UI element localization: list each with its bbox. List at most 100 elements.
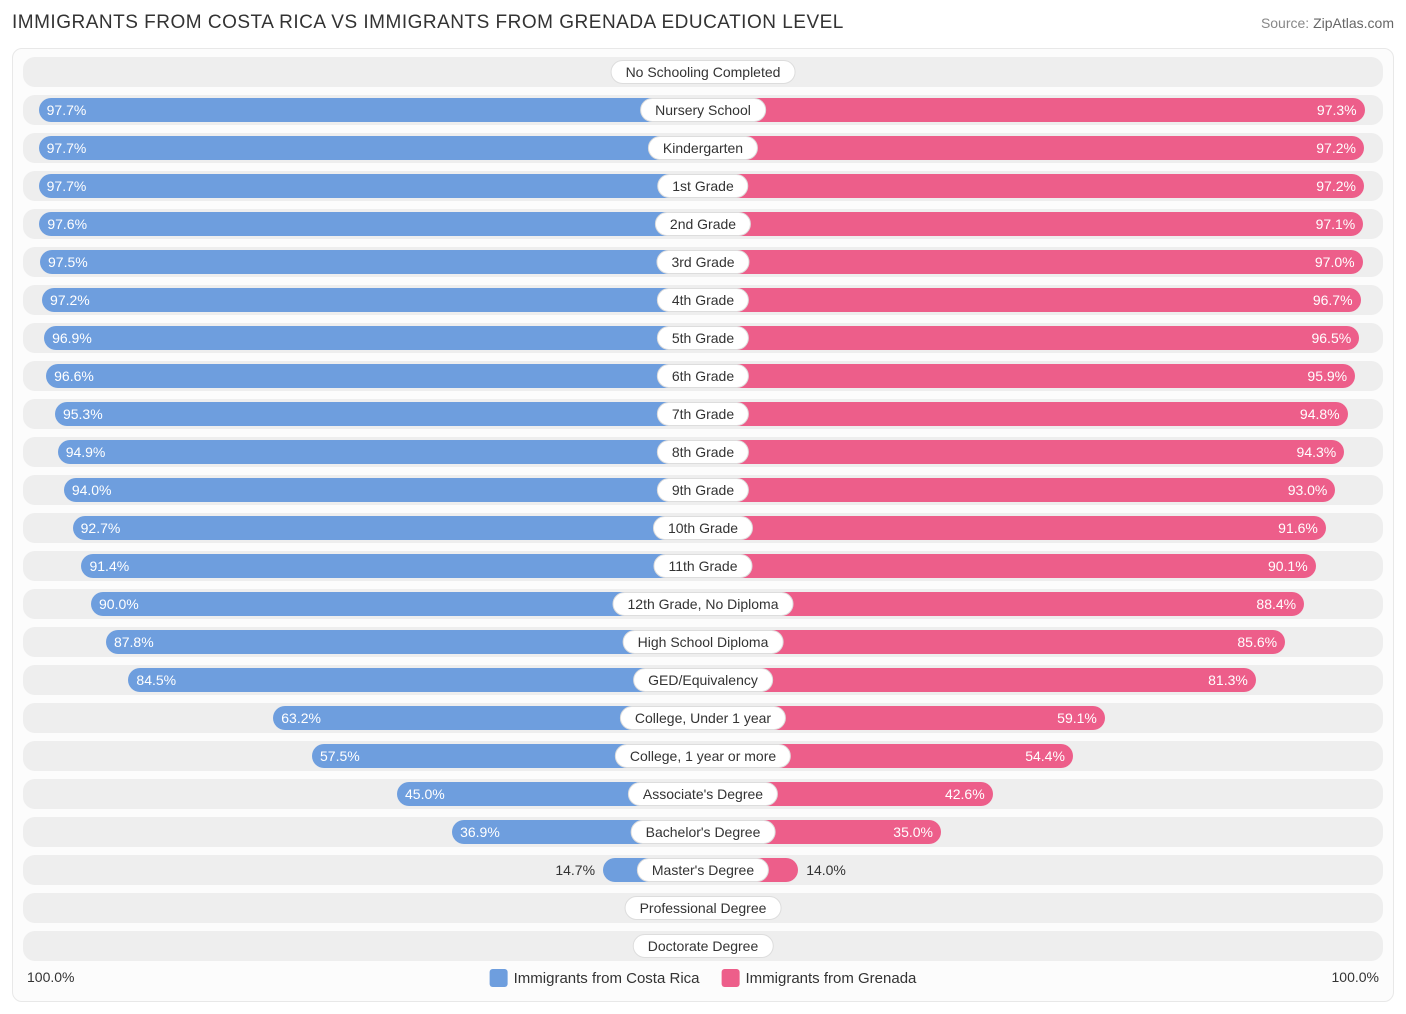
pct-right: 35.0% (893, 817, 933, 847)
bar-left (44, 326, 703, 350)
pct-right: 90.1% (1268, 551, 1308, 581)
bar-left (39, 212, 703, 236)
bar-left (46, 364, 703, 388)
pct-right: 96.7% (1313, 285, 1353, 315)
pct-left: 97.2% (50, 285, 90, 315)
chart-title: IMMIGRANTS FROM COSTA RICA VS IMMIGRANTS… (12, 12, 844, 34)
pct-left: 97.7% (47, 95, 87, 125)
chart-row: 97.2% 96.7% 4th Grade (23, 285, 1383, 315)
pct-left: 96.9% (52, 323, 92, 353)
pct-left: 36.9% (460, 817, 500, 847)
legend-item-left: Immigrants from Costa Rica (490, 969, 700, 987)
bar-right (703, 250, 1363, 274)
bar-right (703, 440, 1344, 464)
bar-left (81, 554, 703, 578)
pct-left: 96.6% (54, 361, 94, 391)
bar-left (58, 440, 703, 464)
pct-right: 97.0% (1315, 247, 1355, 277)
pct-left: 91.4% (89, 551, 129, 581)
chart-row: 4.4%3.7%Professional Degree (23, 893, 1383, 923)
pct-right: 95.9% (1307, 361, 1347, 391)
bar-right (703, 136, 1364, 160)
bar-right (703, 212, 1363, 236)
bar-left (64, 478, 703, 502)
pct-left: 87.8% (114, 627, 154, 657)
pct-right: 14.0% (806, 855, 846, 885)
bar-right (703, 630, 1285, 654)
bar-right (703, 326, 1359, 350)
bar-right (703, 554, 1316, 578)
category-label: Professional Degree (625, 896, 782, 920)
chart-row: 91.4%90.1%11th Grade (23, 551, 1383, 581)
category-label: 2nd Grade (655, 212, 751, 236)
category-label: College, 1 year or more (615, 744, 791, 768)
pct-right: 81.3% (1208, 665, 1248, 695)
chart-row: 1.8%1.4%Doctorate Degree (23, 931, 1383, 961)
category-label: 4th Grade (657, 288, 749, 312)
bar-right (703, 98, 1365, 122)
pct-right: 42.6% (945, 779, 985, 809)
pct-right: 97.2% (1316, 171, 1356, 201)
legend-swatch-left (490, 969, 508, 987)
category-label: No Schooling Completed (611, 60, 796, 84)
source-value: ZipAtlas.com (1313, 15, 1394, 31)
legend-item-right: Immigrants from Grenada (721, 969, 916, 987)
pct-right: 97.1% (1316, 209, 1356, 239)
bar-right (703, 478, 1335, 502)
axis-right-max: 100.0% (1332, 969, 1379, 985)
chart-legend: Immigrants from Costa Rica Immigrants fr… (490, 969, 917, 987)
chart-row: 90.0%88.4%12th Grade, No Diploma (23, 589, 1383, 619)
bar-left (39, 174, 703, 198)
chart-row: 57.5%54.4%College, 1 year or more (23, 741, 1383, 771)
category-label: 7th Grade (657, 402, 749, 426)
bar-right (703, 174, 1364, 198)
pct-right: 96.5% (1311, 323, 1351, 353)
bar-left (40, 250, 703, 274)
pct-left: 94.0% (72, 475, 112, 505)
category-label: 5th Grade (657, 326, 749, 350)
category-label: 10th Grade (653, 516, 753, 540)
bar-right (703, 402, 1348, 426)
pct-left: 97.7% (47, 171, 87, 201)
chart-row: 97.7% 97.2% 1st Grade (23, 171, 1383, 201)
category-label: High School Diploma (623, 630, 784, 654)
chart-rows: 2.3%2.8%No Schooling Completed97.7%97.3%… (23, 57, 1383, 961)
pct-left: 97.6% (47, 209, 87, 239)
pct-left: 94.9% (66, 437, 106, 467)
category-label: 9th Grade (657, 478, 749, 502)
category-label: College, Under 1 year (620, 706, 786, 730)
bar-right (703, 364, 1355, 388)
chart-row: 63.2%59.1%College, Under 1 year (23, 703, 1383, 733)
category-label: Doctorate Degree (633, 934, 774, 958)
category-label: GED/Equivalency (633, 668, 773, 692)
chart-row: 94.0% 93.0% 9th Grade (23, 475, 1383, 505)
chart-row: 14.7%14.0%Master's Degree (23, 855, 1383, 885)
pct-left: 97.5% (48, 247, 88, 277)
category-label: 1st Grade (657, 174, 748, 198)
chart-row: 87.8%85.6%High School Diploma (23, 627, 1383, 657)
bar-left (128, 668, 703, 692)
chart-row: 94.9% 94.3% 8th Grade (23, 437, 1383, 467)
legend-label-left: Immigrants from Costa Rica (514, 970, 700, 987)
pct-right: 93.0% (1288, 475, 1328, 505)
chart-row: 97.7%97.2%Kindergarten (23, 133, 1383, 163)
pct-left: 95.3% (63, 399, 103, 429)
pct-left: 63.2% (281, 703, 321, 733)
chart-footer: 100.0% Immigrants from Costa Rica Immigr… (23, 969, 1383, 997)
pct-left: 97.7% (47, 133, 87, 163)
bar-right (703, 288, 1361, 312)
pct-right: 54.4% (1025, 741, 1065, 771)
source-label: Source: (1261, 15, 1309, 31)
pct-left: 90.0% (99, 589, 139, 619)
bar-left (39, 136, 703, 160)
chart-row: 97.6% 97.1% 2nd Grade (23, 209, 1383, 239)
legend-label-right: Immigrants from Grenada (745, 970, 916, 987)
chart-row: 45.0%42.6%Associate's Degree (23, 779, 1383, 809)
chart-row: 97.5%97.0%3rd Grade (23, 247, 1383, 277)
category-label: 8th Grade (657, 440, 749, 464)
pct-right: 94.3% (1297, 437, 1337, 467)
category-label: Bachelor's Degree (631, 820, 776, 844)
chart-row: 96.9% 96.5% 5th Grade (23, 323, 1383, 353)
pct-right: 97.3% (1317, 95, 1357, 125)
bar-left (39, 98, 703, 122)
